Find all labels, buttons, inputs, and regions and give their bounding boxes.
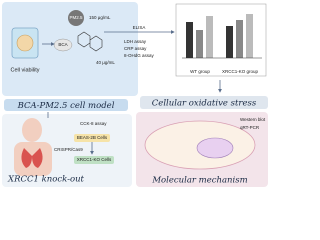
bars [186,14,253,58]
text: 150 μg/mL [89,15,111,20]
panel-label: BCA-PM2.5 cell model [17,101,115,111]
cell-box [74,134,110,142]
lungs [21,148,43,168]
text: qRT-PCR [240,125,260,130]
text: 8-OHdG assay [124,53,155,58]
text: Western blot [240,117,266,122]
text: BEAS-2B Cells [77,135,108,140]
text: XRCC1-KO group [222,69,259,74]
label-box [4,99,128,111]
text: LDH assay [124,39,147,44]
page: {"panels": { "cell_model": {"cell_viabil… [2,2,268,187]
panel-label: Molecular mechanism [151,176,247,186]
panel-label: Cellular oxidative stress [152,99,257,109]
body [22,118,42,142]
text: WT group [190,69,210,74]
text: CRP assay [124,46,147,51]
text: Cell viability [10,67,39,73]
nucleus [196,137,234,159]
text: 40 μg/mL [96,60,115,65]
text: PM2.5 [69,15,83,20]
cell-box [74,156,114,164]
text: ELISA [133,25,146,30]
panel-label: XRCC1 knock-out [7,175,85,185]
text: XRCC1-KO Cells [77,157,112,162]
text: CCK-8 assay [80,121,107,126]
pm-particle [68,10,84,26]
graphical-abstract: Cell viability PM2.5 150 μg/mL BCA 40 μg… [2,2,268,187]
cells [16,34,34,52]
text: CRISPR/Cas9 [54,147,83,152]
label-box [140,96,268,109]
text: BCA [58,42,67,47]
bca-structure [77,31,103,52]
